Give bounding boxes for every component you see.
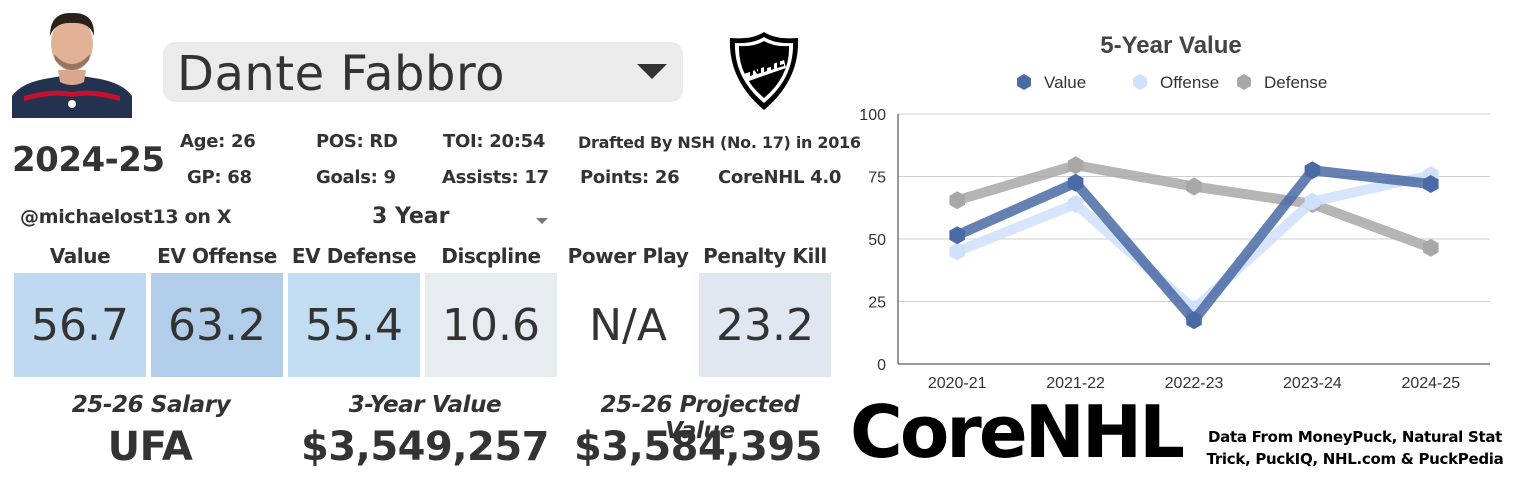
- point-offense-2021-22: [1067, 195, 1084, 213]
- point-offense-2020-21: [949, 242, 965, 261]
- point-value-2023-24: [1304, 161, 1321, 180]
- period-select[interactable]: 3 Year: [372, 204, 450, 229]
- three-year-value-label: 3-Year Value: [348, 392, 502, 418]
- x-tick-2020-21: 2020-21: [928, 375, 987, 392]
- point-defense-2021-22: [1067, 156, 1084, 175]
- period-chevron-icon[interactable]: [536, 218, 548, 224]
- y-tick-25: 25: [868, 295, 886, 312]
- age-stat: Age: 26: [180, 131, 256, 152]
- position-stat: POS: RD: [316, 131, 398, 152]
- y-tick-75: 75: [868, 170, 886, 187]
- x-tick-2024-25: 2024-25: [1401, 375, 1460, 392]
- model-version: CoreNHL 4.0: [718, 167, 842, 188]
- draft-info: Drafted By NSH (No. 17) in 2016: [578, 133, 861, 152]
- category-box-discipline: 10.6: [425, 273, 557, 377]
- points-stat: Points: 26: [580, 167, 680, 188]
- projected-value: $3,584,395: [573, 424, 823, 470]
- legend-label-defense: Defense: [1264, 73, 1327, 92]
- projected-value-label: 25-26 Projected Value: [600, 392, 800, 444]
- y-tick-0: 0: [877, 357, 886, 374]
- three-year-value: $3,549,257: [300, 424, 550, 470]
- five-year-value-chart: 5-Year Value Value Offense Defense 0 25 50 75 10…: [859, 32, 1490, 392]
- point-defense-2020-21: [949, 191, 965, 210]
- player-photo: [12, 8, 132, 118]
- x-tick-2023-24: 2023-24: [1283, 375, 1342, 392]
- point-value-2022-23: [1186, 311, 1202, 330]
- data-source-line-2: Trick, PuckIQ, NHL.com & PuckPedia: [1206, 450, 1504, 468]
- games-played-stat: GP: 68: [187, 167, 252, 188]
- y-tick-100: 100: [859, 107, 886, 124]
- point-value-2024-25: [1423, 175, 1439, 193]
- goals-stat: Goals: 9: [316, 167, 396, 188]
- corenhl-logo: CoreNHL: [850, 390, 1185, 474]
- category-label-ev-defense: EV Defense: [291, 244, 417, 268]
- salary-label: 25-26 Salary: [71, 392, 231, 418]
- point-defense-2024-25: [1423, 238, 1439, 257]
- x-tick-2022-23: 2022-23: [1165, 375, 1224, 392]
- category-label-ev-offense: EV Offense: [157, 244, 277, 268]
- y-tick-50: 50: [868, 232, 886, 249]
- chevron-down-icon[interactable]: [637, 64, 667, 79]
- category-box-ev-offense: 63.2: [151, 273, 283, 377]
- legend-label-value: Value: [1044, 73, 1086, 92]
- player-name: Dante Fabbro: [177, 46, 506, 102]
- point-value-2021-22: [1067, 173, 1084, 192]
- assists-stat: Assists: 17: [442, 167, 549, 188]
- category-label-power-play: Power Play: [567, 244, 689, 268]
- chart-title: 5-Year Value: [1100, 32, 1241, 59]
- category-label-discipline: Discpline: [441, 244, 541, 268]
- legend-marker-offense: [1133, 74, 1147, 90]
- category-box-value: 56.7: [14, 273, 146, 377]
- point-defense-2022-23: [1186, 177, 1202, 196]
- category-box-penalty-kill: 23.2: [699, 273, 831, 377]
- legend-marker-value: [1017, 74, 1031, 90]
- point-offense-2023-24: [1304, 192, 1321, 211]
- season-label: 2024-25: [12, 140, 165, 180]
- author-handle: @michaelost13 on X: [20, 206, 232, 228]
- data-source-line-1: Data From MoneyPuck, Natural Stat: [1207, 428, 1503, 446]
- salary-value: UFA: [107, 424, 193, 470]
- toi-stat: TOI: 20:54: [443, 131, 546, 152]
- x-tick-2021-22: 2021-22: [1046, 375, 1105, 392]
- legend-marker-defense: [1237, 74, 1251, 90]
- nhl-shield-logo: [726, 30, 802, 112]
- legend-label-offense: Offense: [1160, 73, 1219, 92]
- category-box-ev-defense: 55.4: [288, 273, 420, 377]
- player-select[interactable]: Dante Fabbro: [163, 42, 683, 102]
- category-box-power-play: N/A: [562, 273, 694, 377]
- data-source-note: Data From MoneyPuck, Natural Stat Trick,…: [1200, 426, 1510, 470]
- point-value-2020-21: [949, 226, 965, 245]
- category-label-penalty-kill: Penalty Kill: [703, 244, 827, 268]
- category-label-value: Value: [49, 244, 111, 268]
